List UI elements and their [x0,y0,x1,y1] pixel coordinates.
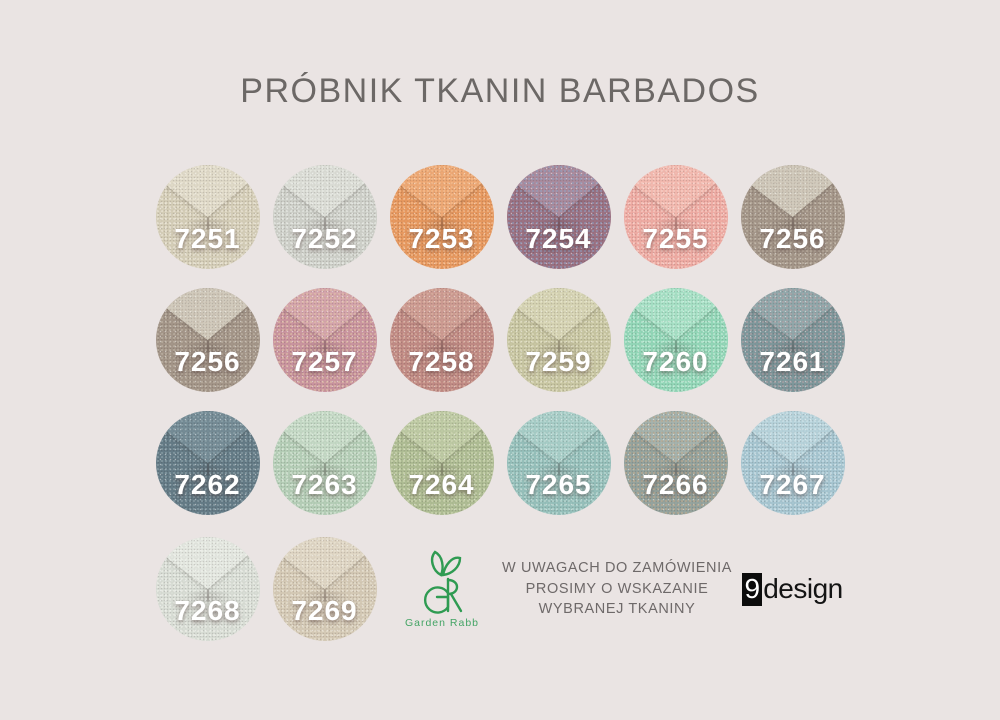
fabric-swatch-7266-16: 7266 [623,411,728,515]
fabric-texture [272,165,377,269]
swatch-code: 7269 [291,594,358,626]
swatch-row-3: 7262 7263 7264 7265 7266 7267 [0,411,1000,515]
ninedesign-logo: 9 design [741,572,845,606]
fabric-texture [506,165,611,269]
fabric-swatch-7264-14: 7264 [389,411,494,515]
garden-rabb-icon: Garden Rabb [404,550,478,629]
swatch-row-2: 7256 7257 7258 7259 7260 7261 [0,288,1000,392]
fabric-swatch-7251-0: 7251 [155,165,260,269]
garden-rabb-logo: Garden Rabb [390,547,494,631]
fabric-texture [272,537,377,641]
fabric-swatch-7257-7: 7257 [272,288,377,392]
fabric-texture [155,411,260,515]
swatch-code: 7263 [291,468,358,500]
fabric-texture [389,165,494,269]
note-line-1: W UWAGACH DO ZAMÓWIENIA [502,560,732,577]
fabric-swatch-7259-9: 7259 [506,288,611,392]
fabric-swatch-7262-12: 7262 [155,411,260,515]
swatch-code: 7264 [408,468,475,500]
fabric-swatch-7253-2: 7253 [389,165,494,269]
swatch-code: 7253 [408,222,475,254]
fabric-texture [155,288,260,392]
note-line-3: WYBRANEJ TKANINY [538,601,696,618]
swatch-code: 7266 [642,468,709,500]
swatch-code: 7256 [759,222,826,254]
fabric-texture [506,288,611,392]
fabric-swatch-7261-11: 7261 [740,288,845,392]
fabric-swatch-7254-3: 7254 [506,165,611,269]
fabric-texture [740,165,845,269]
swatch-code: 7268 [174,594,241,626]
fabric-texture [155,165,260,269]
ninedesign-9-icon: 9 [742,572,763,606]
fabric-swatch-7255-4: 7255 [623,165,728,269]
fabric-texture [740,411,845,515]
fabric-swatch-7260-10: 7260 [623,288,728,392]
swatch-code: 7252 [291,222,358,254]
fabric-swatch-7256-6: 7256 [155,288,260,392]
swatch-code: 7256 [174,345,241,377]
page-title: PRÓBNIK TKANIN BARBADOS [240,72,760,110]
fabric-swatch-7256-5: 7256 [740,165,845,269]
garden-rabb-label: Garden Rabb [404,617,478,629]
swatch-code: 7267 [759,468,826,500]
fabric-swatch-7269-19: 7269 [272,537,377,641]
order-note: W UWAGACH DO ZAMÓWIENIA PROSIMY O WSKAZA… [502,558,731,620]
fabric-texture [623,411,728,515]
swatch-code: 7251 [174,222,241,254]
fabric-swatch-7258-8: 7258 [389,288,494,392]
fabric-texture [506,411,611,515]
fabric-texture [272,288,377,392]
swatch-code: 7254 [525,222,592,254]
fabric-texture [389,288,494,392]
swatch-code: 7261 [759,345,826,377]
swatch-code: 7262 [174,468,241,500]
fabric-texture [272,411,377,515]
ninedesign-label: design [763,573,843,604]
fabric-texture [740,288,845,392]
fabric-texture [623,165,728,269]
swatch-code: 7260 [642,345,709,377]
fabric-texture [389,411,494,515]
swatch-grid: 7251 7252 7253 7254 7255 7256 7256 7257 7258 725… [0,165,1000,641]
fabric-texture [155,537,260,641]
fabric-swatch-7268-18: 7268 [155,537,260,641]
fabric-swatch-7252-1: 7252 [272,165,377,269]
fabric-texture [623,288,728,392]
fabric-swatch-7265-15: 7265 [506,411,611,515]
fabric-swatch-7267-17: 7267 [740,411,845,515]
note-line-2: PROSIMY O WSKAZANIE [525,580,709,597]
swatch-code: 7259 [525,345,592,377]
swatch-code: 7265 [525,468,592,500]
swatch-row-4: 7268 7269 Garden Rabb W UWAGACH DO ZAMÓWI… [0,537,1000,641]
swatch-row-1: 7251 7252 7253 7254 7255 7256 [0,165,1000,269]
swatch-code: 7258 [408,345,475,377]
swatch-code: 7257 [291,345,358,377]
swatch-code: 7255 [642,222,709,254]
fabric-swatch-7263-13: 7263 [272,411,377,515]
